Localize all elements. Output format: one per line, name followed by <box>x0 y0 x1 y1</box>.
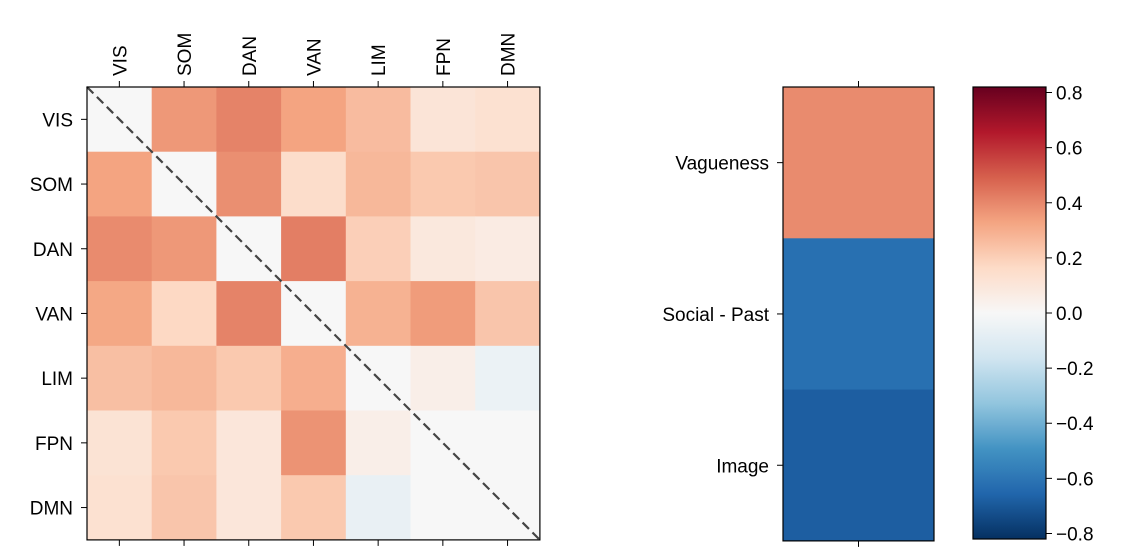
factor-label-image: Image <box>716 456 769 477</box>
cell-som-van <box>281 151 347 217</box>
factor-cell-image <box>783 389 934 542</box>
colorbar-tick-label: 0.8 <box>1056 84 1082 105</box>
cell-vis-fpn <box>410 87 476 153</box>
cell-vis-dmn <box>475 87 541 153</box>
correlation-matrix: VIS VIS SOM SOM DAN DAN VAN VAN LIM LIM FPN FPN DMN D… <box>30 33 541 546</box>
cell-dan-vis <box>87 216 153 282</box>
cell-lim-van <box>281 345 347 412</box>
cell-dmn-van <box>281 475 347 541</box>
cell-lim-dan <box>216 345 282 412</box>
cell-van-vis <box>87 281 153 347</box>
cell-fpn-dan <box>216 410 282 476</box>
row-label-van: VAN <box>35 304 73 325</box>
col-label-vis: VIS <box>110 45 131 76</box>
factor-heatmap: Vagueness Social - Past Image <box>662 81 935 547</box>
colorbar-gradient <box>972 86 1047 540</box>
cell-fpn-vis <box>87 410 153 476</box>
cell-dan-van <box>281 216 347 282</box>
cell-van-som <box>151 281 217 347</box>
cell-dmn-som <box>151 475 217 541</box>
cell-fpn-van <box>281 410 347 476</box>
row-label-lim: LIM <box>41 369 73 390</box>
row-label-fpn: FPN <box>35 434 73 455</box>
col-label-dmn: DMN <box>499 33 520 76</box>
cell-dmn-vis <box>87 475 153 541</box>
col-label-lim: LIM <box>369 44 390 76</box>
cell-vis-dan <box>216 87 282 153</box>
cell-som-lim <box>345 151 412 217</box>
cell-som-vis <box>87 151 153 217</box>
colorbar-tick-label: −0.8 <box>1056 524 1094 545</box>
colorbar-tick-label: −0.4 <box>1056 414 1094 435</box>
cell-dmn-lim <box>345 475 412 541</box>
colorbar-tick-label: −0.6 <box>1056 469 1094 490</box>
row-label-vis: VIS <box>42 110 73 131</box>
cell-dan-lim <box>345 216 412 282</box>
cell-vis-van <box>281 87 347 153</box>
cell-som-dmn <box>475 151 541 217</box>
cell-dan-fpn <box>410 216 476 282</box>
colorbar-tick-label: 0.0 <box>1056 304 1082 325</box>
cell-van-fpn <box>410 281 476 347</box>
diagonal-dashed-line <box>86 86 541 541</box>
cell-vis-lim <box>345 87 412 153</box>
cell-fpn-som <box>151 410 217 476</box>
cell-vis-som <box>151 87 217 153</box>
cell-dan-dmn <box>475 216 541 282</box>
factor-label-social-past: Social - Past <box>662 305 769 326</box>
cell-van-dan <box>216 281 282 347</box>
cell-som-dan <box>216 151 282 217</box>
cell-lim-dmn <box>475 345 541 412</box>
cell-dan-som <box>151 216 217 282</box>
factor-frame <box>782 86 935 542</box>
cell-lim-fpn <box>410 345 476 412</box>
cell-som-fpn <box>410 151 476 217</box>
colorbar-tick-label: 0.4 <box>1056 194 1083 215</box>
row-label-dan: DAN <box>33 240 73 261</box>
colorbar-tick-label: 0.2 <box>1056 249 1082 270</box>
cell-lim-som <box>151 345 217 412</box>
factor-cell-vagueness <box>783 87 934 239</box>
col-label-fpn: FPN <box>434 38 455 76</box>
col-label-dan: DAN <box>240 36 261 76</box>
cell-dmn-dan <box>216 475 282 541</box>
cell-lim-vis <box>87 345 153 412</box>
row-label-som: SOM <box>30 175 73 196</box>
colorbar-tick-label: −0.2 <box>1056 359 1094 380</box>
factor-label-vagueness: Vagueness <box>675 154 769 175</box>
row-label-dmn: DMN <box>30 499 73 520</box>
cell-van-lim <box>345 281 412 347</box>
colorbar: 0.8 0.6 0.4 0.2 0.0 −0.2 −0.4 −0.6 −0.8 <box>972 84 1094 545</box>
cell-van-dmn <box>475 281 541 347</box>
factor-cell-social-past <box>783 238 934 391</box>
cell-fpn-lim <box>345 410 412 476</box>
colorbar-tick-label: 0.6 <box>1056 139 1082 160</box>
col-label-som: SOM <box>175 33 196 76</box>
col-label-van: VAN <box>304 38 325 76</box>
cell-fpn-dmn <box>475 410 541 476</box>
cell-dmn-fpn <box>410 475 476 541</box>
